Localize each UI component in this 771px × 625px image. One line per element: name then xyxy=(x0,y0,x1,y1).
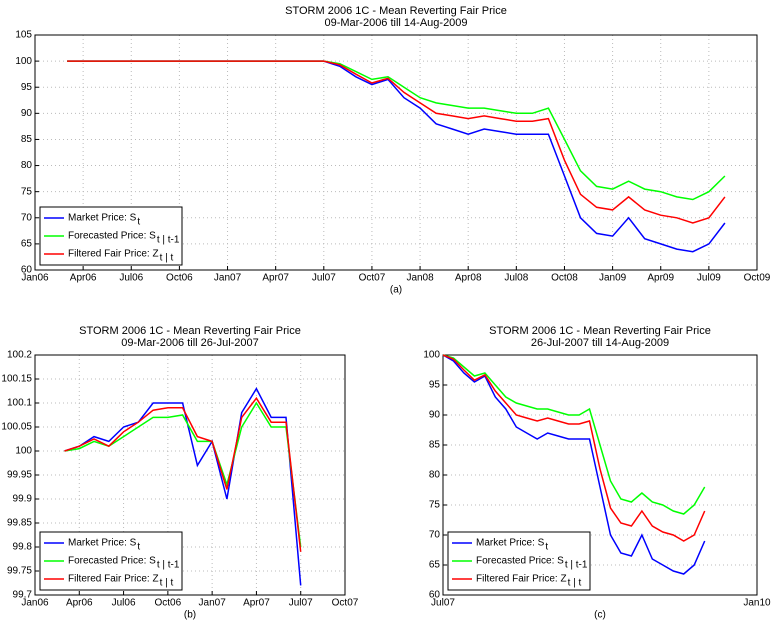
x-tick-label: Jul06 xyxy=(119,273,143,284)
chart-title: STORM 2006 1C - Mean Reverting Fair Pric… xyxy=(489,325,711,337)
y-tick-label: 65 xyxy=(429,560,441,571)
x-tick-label: Jan09 xyxy=(599,273,627,284)
legend-label: Filtered Fair Price: Z xyxy=(476,574,567,585)
y-tick-label: 99.85 xyxy=(7,518,32,529)
legend-label: Forecasted Price: S xyxy=(476,556,564,567)
chart-title: STORM 2006 1C - Mean Reverting Fair Pric… xyxy=(285,5,507,17)
axes-frame xyxy=(34,354,346,596)
y-tick-label: 70 xyxy=(429,530,441,541)
x-tick-label: Oct07 xyxy=(359,273,386,284)
y-tick-label: 99.9 xyxy=(13,494,33,505)
x-axis-label: (b) xyxy=(184,610,196,621)
legend-label: Forecasted Price: S xyxy=(68,231,156,242)
legend-label: Market Price: S xyxy=(68,213,137,224)
y-tick-label: 85 xyxy=(21,134,33,145)
legend-subscript: t xyxy=(545,542,548,553)
y-tick-label: 75 xyxy=(21,186,33,197)
y-tick-label: 100.15 xyxy=(1,374,32,385)
y-tick-label: 100 xyxy=(423,350,440,361)
y-tick-label: 95 xyxy=(21,82,33,93)
x-tick-label: Oct06 xyxy=(155,598,182,609)
x-tick-label: Jan08 xyxy=(406,273,434,284)
chart-subtitle: 26-Jul-2007 till 14-Aug-2009 xyxy=(531,337,669,349)
legend-subscript: t | t-1 xyxy=(157,235,180,246)
x-tick-label: Apr06 xyxy=(66,598,93,609)
x-tick-label: Jul06 xyxy=(112,598,136,609)
y-tick-label: 105 xyxy=(15,30,32,41)
axes-frame xyxy=(34,34,758,271)
series-line xyxy=(442,354,706,575)
series-line xyxy=(442,354,706,542)
x-tick-label: Oct07 xyxy=(332,598,359,609)
series-line xyxy=(442,354,706,515)
x-tick-label: Oct09 xyxy=(744,273,771,284)
y-tick-label: 100.05 xyxy=(1,422,32,433)
axes-frame xyxy=(442,354,758,596)
x-tick-label: Jul07 xyxy=(289,598,313,609)
legend-label: Market Price: S xyxy=(68,538,137,549)
y-tick-label: 100 xyxy=(15,446,32,457)
x-tick-label: Oct08 xyxy=(551,273,578,284)
y-tick-label: 100 xyxy=(15,56,32,67)
y-tick-label: 99.8 xyxy=(13,542,33,553)
x-tick-label: Apr08 xyxy=(455,273,482,284)
legend-label: Forecasted Price: S xyxy=(68,556,156,567)
x-tick-label: Apr07 xyxy=(243,598,270,609)
chart-title: STORM 2006 1C - Mean Reverting Fair Pric… xyxy=(79,325,301,337)
series-line xyxy=(64,396,302,552)
y-tick-label: 85 xyxy=(429,440,441,451)
y-tick-label: 99.75 xyxy=(7,566,32,577)
legend-subscript: t | t-1 xyxy=(157,560,180,571)
legend-subscript: t | t-1 xyxy=(565,560,588,571)
x-tick-label: Jul09 xyxy=(697,273,721,284)
legend-label: Market Price: S xyxy=(476,538,545,549)
x-tick-label: Apr07 xyxy=(262,273,289,284)
x-tick-label: Jan06 xyxy=(21,598,49,609)
legend-label: Filtered Fair Price: Z xyxy=(68,574,159,585)
y-tick-label: 90 xyxy=(21,108,33,119)
x-tick-label: Apr09 xyxy=(647,273,674,284)
series-line xyxy=(64,387,302,586)
legend-subscript: t | t xyxy=(568,578,582,589)
x-tick-label: Jan07 xyxy=(214,273,242,284)
y-tick-label: 100.2 xyxy=(7,350,32,361)
y-tick-label: 90 xyxy=(429,410,441,421)
chart-subtitle: 09-Mar-2006 till 14-Aug-2009 xyxy=(324,17,467,29)
y-tick-label: 70 xyxy=(21,212,33,223)
x-axis-label: (c) xyxy=(594,610,606,621)
legend-subscript: t xyxy=(137,217,140,228)
legend-subscript: t | t xyxy=(160,578,174,589)
y-tick-label: 60 xyxy=(429,590,441,601)
legend-subscript: t | t xyxy=(160,253,174,264)
y-tick-label: 99.95 xyxy=(7,470,32,481)
y-tick-label: 100.1 xyxy=(7,398,32,409)
x-tick-label: Jan07 xyxy=(199,598,227,609)
x-tick-label: Apr06 xyxy=(70,273,97,284)
chart-subtitle: 09-Mar-2006 till 26-Jul-2007 xyxy=(121,337,259,349)
x-axis-label: (a) xyxy=(390,285,402,296)
x-tick-label: Jul08 xyxy=(504,273,528,284)
x-tick-label: Jul07 xyxy=(431,598,455,609)
x-tick-label: Jan10 xyxy=(743,598,771,609)
y-tick-label: 95 xyxy=(429,380,441,391)
legend-label: Filtered Fair Price: Z xyxy=(68,249,159,260)
y-tick-label: 75 xyxy=(429,500,441,511)
y-tick-label: 60 xyxy=(21,265,33,276)
x-tick-label: Jan06 xyxy=(21,273,49,284)
y-tick-label: 80 xyxy=(429,470,441,481)
y-tick-label: 99.7 xyxy=(13,590,33,601)
x-tick-label: Oct06 xyxy=(166,273,193,284)
legend-subscript: t xyxy=(137,542,140,553)
y-tick-label: 80 xyxy=(21,160,33,171)
y-tick-label: 65 xyxy=(21,239,33,250)
x-tick-label: Jul07 xyxy=(312,273,336,284)
series-line xyxy=(67,60,726,224)
